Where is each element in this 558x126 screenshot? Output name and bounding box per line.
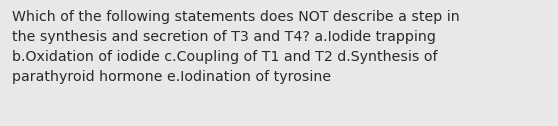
Text: Which of the following statements does NOT describe a step in
the synthesis and : Which of the following statements does N…	[12, 10, 460, 84]
